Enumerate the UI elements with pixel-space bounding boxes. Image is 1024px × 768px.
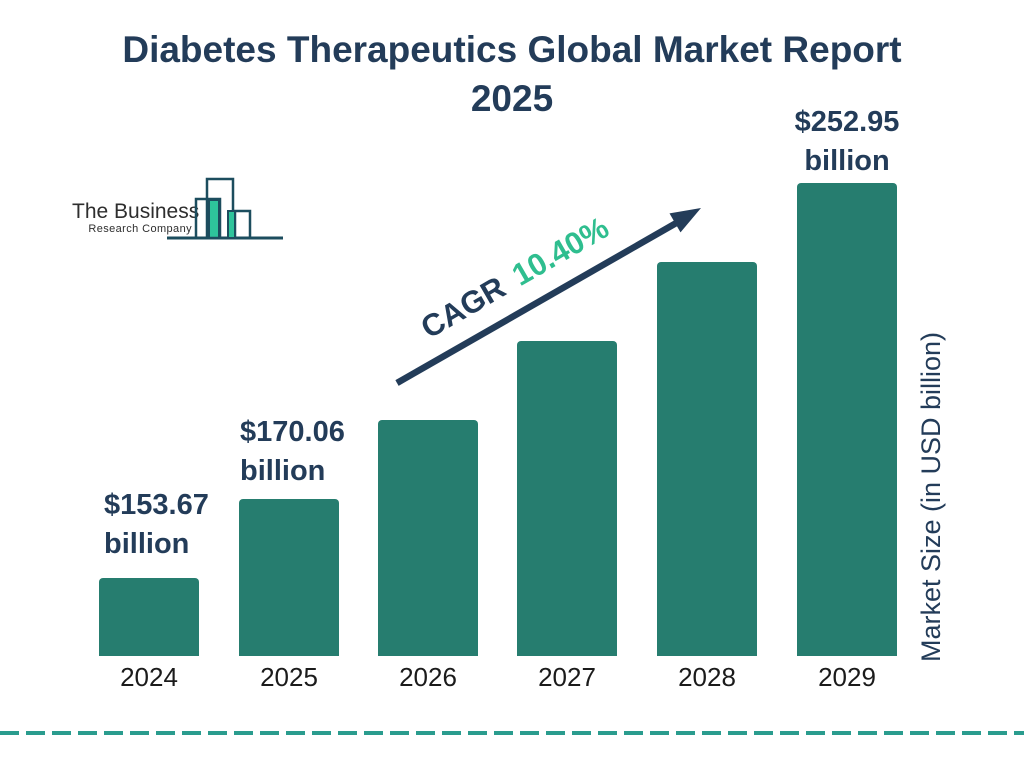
cagr-value: 10.40% xyxy=(506,209,615,293)
value-unit-2024: billion xyxy=(104,528,190,560)
x-tick-2027: 2027 xyxy=(538,662,596,692)
bottom-dashed-divider xyxy=(0,731,1024,735)
value-label-2025: $170.06 billion xyxy=(240,413,345,491)
page-title-line1: Diabetes Therapeutics Global Market Repo… xyxy=(122,29,902,70)
page-title-line2: 2025 xyxy=(470,77,554,119)
company-logo-text: The Business Research Company xyxy=(72,200,200,236)
x-tick-2024: 2024 xyxy=(120,662,178,692)
company-name: The Business xyxy=(72,200,200,223)
company-subtitle: Research Company xyxy=(88,223,192,236)
company-logo: The Business Research Company xyxy=(70,168,300,254)
value-unit-2029: billion xyxy=(804,145,890,177)
x-tick-2029: 2029 xyxy=(818,662,876,692)
cagr-annotation: CAGR10.40% xyxy=(367,176,663,379)
bar-2024 xyxy=(99,578,199,656)
value-amount-2029: $252.95 xyxy=(794,106,900,138)
x-tick-2025: 2025 xyxy=(260,662,318,692)
value-label-2024: $153.67 billion xyxy=(104,486,209,564)
bar-2028 xyxy=(657,262,757,656)
bar-2029 xyxy=(797,183,897,656)
value-amount-2025: $170.06 xyxy=(240,416,345,448)
value-unit-2025: billion xyxy=(240,455,326,487)
x-tick-2028: 2028 xyxy=(678,662,736,692)
value-label-2029: $252.95 billion xyxy=(777,103,917,181)
bar-2027 xyxy=(517,341,617,656)
bar-chart-logo-icon xyxy=(167,177,283,240)
cagr-label: CAGR xyxy=(414,269,512,346)
bar-2025 xyxy=(239,499,339,656)
bar-2026 xyxy=(378,420,478,656)
x-tick-2026: 2026 xyxy=(399,662,457,692)
value-amount-2024: $153.67 xyxy=(104,489,209,521)
y-axis-title: Market Size (in USD billion) xyxy=(916,331,946,663)
page-title: Diabetes Therapeutics Global Market Repo… xyxy=(52,26,972,124)
